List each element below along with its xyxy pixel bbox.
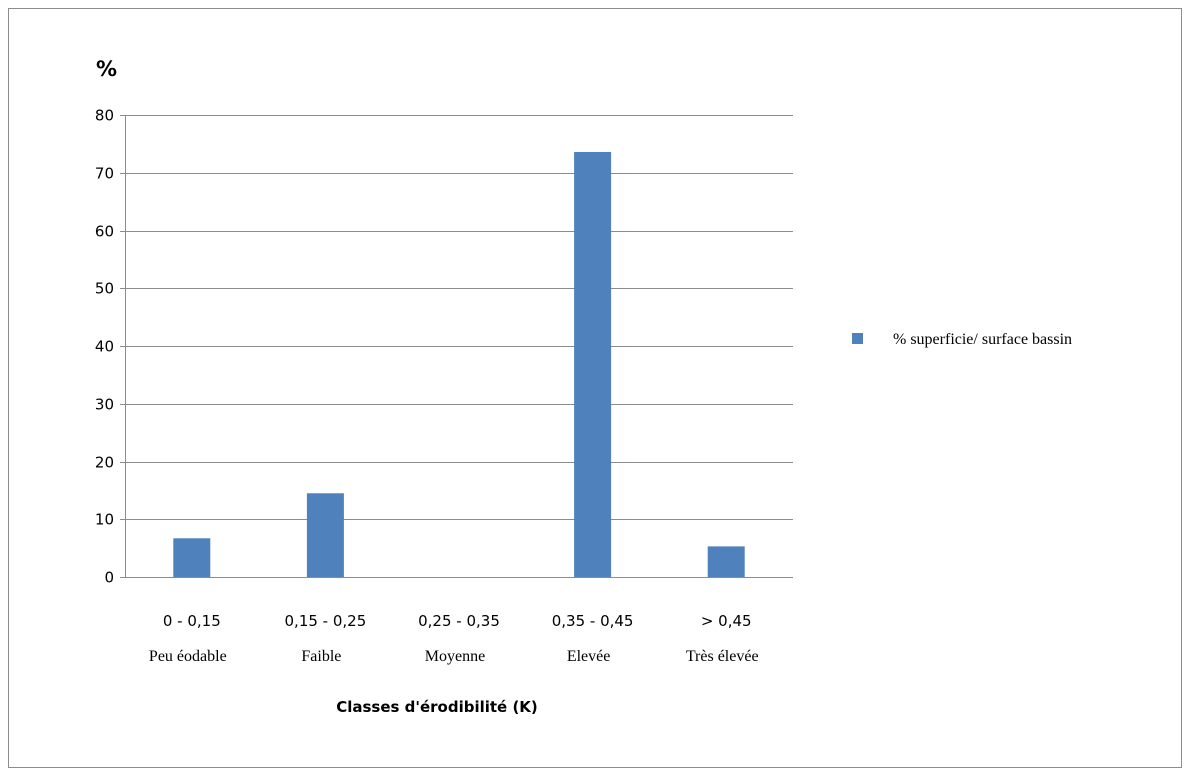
y-unit-label: %: [96, 57, 117, 81]
bar: [173, 538, 211, 577]
bar: [707, 546, 745, 577]
y-tick-label: 60: [95, 223, 114, 241]
x-tick-label: > 0,45: [701, 612, 752, 630]
x-tick-label: 0,15 - 0,25: [285, 612, 367, 630]
x-class-label: Moyenne: [425, 648, 485, 665]
bar: [306, 493, 344, 577]
y-tick-label: 10: [95, 511, 114, 529]
x-class-label: Peu éodable: [149, 648, 227, 665]
x-tick-label: 0,35 - 0,45: [552, 612, 634, 630]
legend-label: % superficie/ surface bassin: [893, 331, 1072, 348]
y-tick-label: 40: [95, 338, 114, 356]
x-class-label: Elevée: [567, 648, 611, 665]
gridlines: [125, 115, 793, 520]
x-tick-label: 0,25 - 0,35: [418, 612, 500, 630]
y-tick-label: 30: [95, 396, 114, 414]
legend-swatch: [852, 333, 863, 344]
y-tick-label: 70: [95, 165, 114, 183]
bar: [574, 151, 612, 577]
x-tick-label: 0 - 0,15: [163, 612, 221, 630]
bars: [173, 151, 745, 577]
y-tick-label: 80: [95, 107, 114, 125]
x-axis-title: Classes d'érodibilité (K): [336, 698, 538, 716]
legend: % superficie/ surface bassin: [852, 331, 1072, 348]
y-tick-label: 50: [95, 280, 114, 298]
axes: 0 10 20 30 40 50 60 70 80 0 - 0,15 Peu éodable 0,15…: [95, 107, 793, 665]
y-tick-label: 0: [104, 569, 114, 587]
x-class-label: Très élevée: [686, 648, 759, 665]
y-tick-label: 20: [95, 454, 114, 472]
x-class-label: Faible: [301, 648, 341, 665]
bar-chart: 0 10 20 30 40 50 60 70 80 0 - 0,15 Peu éodable 0,15…: [95, 57, 1072, 716]
